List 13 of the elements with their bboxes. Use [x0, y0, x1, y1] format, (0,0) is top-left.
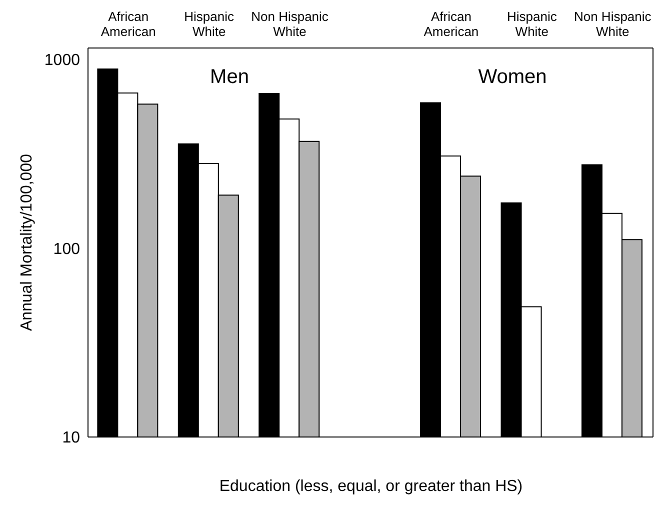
x-tick-label: Hispanic White — [184, 9, 234, 39]
x-tick-label: African American — [424, 9, 479, 39]
x-axis-title: Education (less, equal, or greater than HS) — [218, 478, 524, 496]
y-tick-label: 1000 — [44, 52, 80, 70]
x-tick-label: Non Hispanic White — [574, 9, 652, 39]
annotation: Women — [477, 66, 548, 89]
x-tick-label: Non Hispanic White — [251, 9, 329, 39]
y-tick-label: 100 — [53, 240, 80, 258]
annotation: Men — [209, 66, 250, 89]
x-tick-label: Hispanic White — [507, 9, 558, 39]
x-tick-label: African American — [100, 9, 156, 39]
y-axis-title: Annual Mortality/100,000 — [18, 154, 36, 331]
y-tick-label: 10 — [62, 430, 80, 447]
